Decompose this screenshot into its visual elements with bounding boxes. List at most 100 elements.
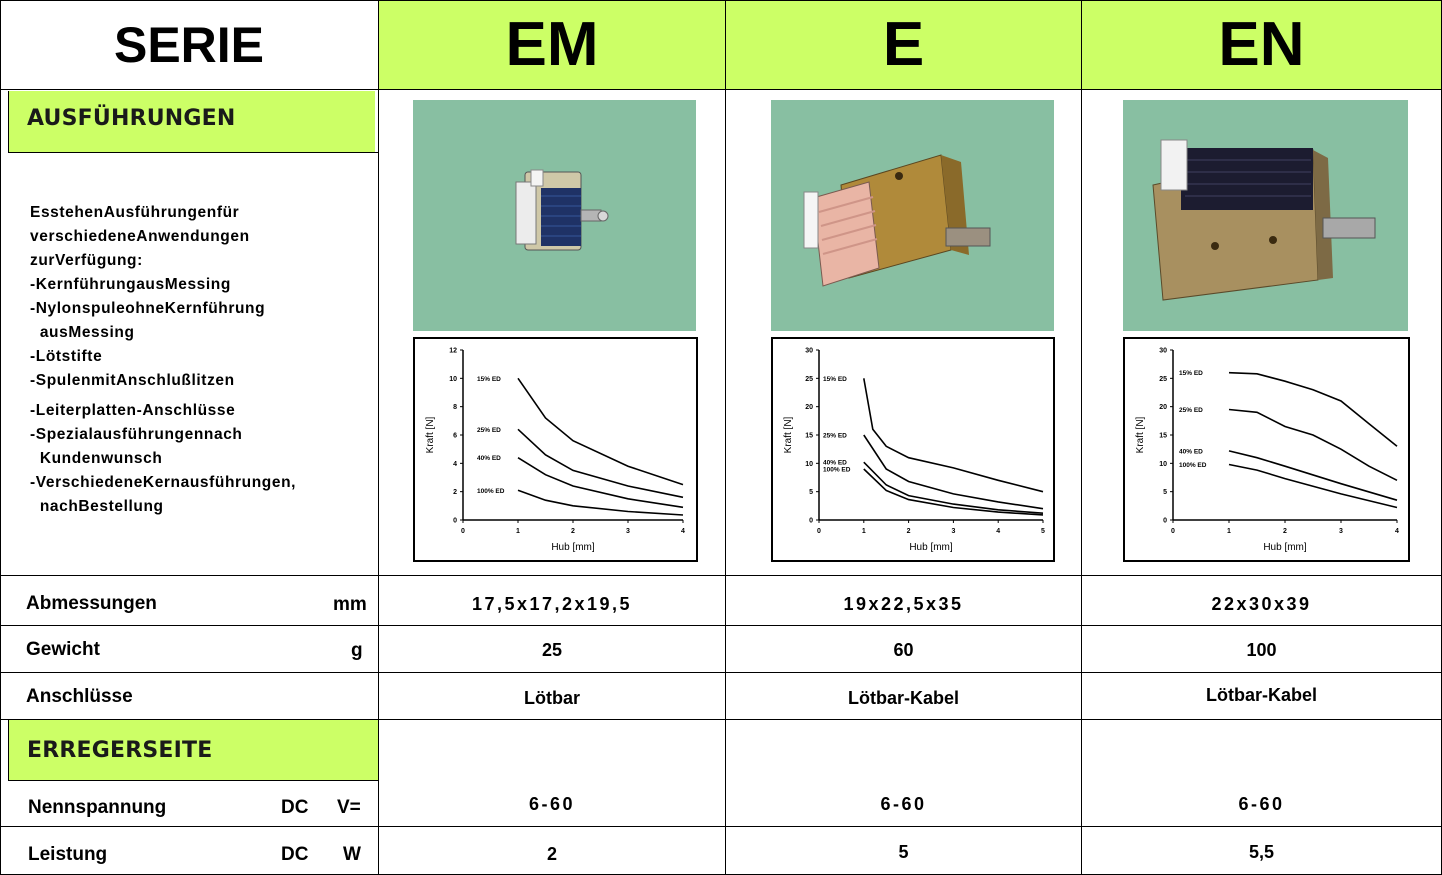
series-line [517, 428, 684, 499]
y-tick-label: 10 [1159, 461, 1167, 468]
product-photo-e [771, 100, 1054, 331]
y-tick-label: 5 [1163, 489, 1167, 496]
force-stroke-chart-em: 0 1 2 3 4 0 2 4 6 8 10 12 Hub [mm] Kraft [N] 15% ED 25%… [413, 337, 698, 562]
y-axis-label: Kraft [N] [1135, 416, 1146, 453]
series-label: 25% ED [1179, 407, 1203, 414]
weight-en: 100 [1246, 640, 1277, 660]
voltage-en: 6-60 [1238, 794, 1285, 814]
chart-e-svg: 0 1 2 3 4 5 0 5 10 15 20 25 30 Hub [mm] Kraft [N] 15% E… [783, 348, 1045, 554]
series-line [517, 377, 684, 486]
grid-line [0, 826, 1442, 827]
connections-e: Lötbar-Kabel [847, 688, 959, 708]
voltage-label: Nennspannung [28, 797, 167, 818]
description-line: Kundenwunsch [30, 450, 163, 467]
voltage-e: 6-60 [880, 794, 927, 814]
y-tick-label: 20 [1159, 404, 1167, 411]
power-label: Leistung [28, 844, 108, 865]
x-tick-label: 0 [817, 528, 821, 535]
connections-label: Anschlüsse [26, 686, 133, 707]
variants-section-label: AUSFÜHRUNGEN [27, 106, 236, 131]
x-tick-label: 2 [571, 528, 575, 535]
x-tick-label: 4 [996, 528, 1000, 535]
description-line: -Spezialausführungennach [30, 426, 243, 443]
grid-line [0, 575, 1442, 576]
y-tick-label: 4 [453, 461, 457, 468]
dimensions-en: 22x30x39 [1211, 594, 1312, 614]
series-label: 40% ED [477, 455, 501, 462]
y-tick-label: 8 [453, 404, 457, 411]
y-tick-label: 30 [805, 348, 813, 355]
y-tick-label: 0 [453, 518, 457, 525]
force-stroke-chart-e: 0 1 2 3 4 5 0 5 10 15 20 25 30 Hub [mm] Kraft [N] 15% E… [771, 337, 1055, 562]
connections-em: Lötbar [524, 688, 580, 708]
y-tick-label: 10 [449, 376, 457, 383]
weight-e: 60 [893, 640, 914, 660]
description-line: -KernführungausMessing [30, 276, 231, 293]
series-line [1228, 450, 1398, 501]
series-line [517, 489, 684, 516]
y-tick-label: 25 [1159, 376, 1167, 383]
column-title-en: EN [1218, 10, 1305, 79]
y-axis-label: Kraft [N] [783, 416, 794, 453]
description-line: -VerschiedeneKernausführungen, [30, 474, 297, 491]
grid-line [8, 152, 378, 153]
y-tick-label: 20 [805, 404, 813, 411]
product-photo-em [413, 100, 696, 331]
y-tick-label: 15 [1159, 433, 1167, 440]
description-line: -Leiterplatten-Anschlüsse [30, 402, 236, 419]
grid-line [725, 0, 726, 875]
x-axis-label: Hub [mm] [1263, 542, 1307, 553]
series-line [863, 434, 1044, 510]
y-axis-label: Kraft [N] [425, 416, 436, 453]
force-stroke-chart-en: 0 1 2 3 4 0 5 10 15 20 25 30 Hub [mm] Kraft [N] 15% ED… [1123, 337, 1410, 562]
exciter-section-label: ERREGERSEITE [27, 738, 213, 763]
x-tick-label: 0 [461, 528, 465, 535]
variants-section-cell [8, 91, 375, 152]
header-cell-em [379, 0, 725, 89]
x-axis-label: Hub [mm] [909, 542, 953, 553]
y-tick-label: 0 [1163, 518, 1167, 525]
voltage-em: 6-60 [528, 794, 576, 814]
series-label: 40% ED [1179, 448, 1203, 455]
solenoid-en-image [1152, 139, 1376, 301]
x-tick-label: 2 [1283, 528, 1287, 535]
series-label: 100% ED [1179, 462, 1207, 469]
variants-description: EsstehenAusführungenfür verschiedeneAnwen… [30, 201, 296, 519]
power-en: 5,5 [1248, 842, 1275, 862]
y-tick-label: 10 [805, 461, 813, 468]
series-label: 100% ED [477, 488, 505, 495]
x-tick-label: 1 [516, 528, 520, 535]
series-line [1228, 408, 1398, 482]
connections-en: Lötbar-Kabel [1205, 685, 1317, 705]
description-line: -SpulenmitAnschlußlitzen [30, 372, 235, 389]
description-line: verschiedeneAnwendungen [30, 228, 250, 245]
x-axis-label: Hub [mm] [551, 542, 595, 553]
exciter-section-cell [8, 720, 378, 780]
weight-unit: g [351, 640, 363, 661]
y-tick-label: 6 [453, 433, 457, 440]
grid-line [0, 0, 1442, 1]
y-tick-label: 15 [805, 433, 813, 440]
series-label: SERIE [113, 16, 265, 73]
weight-em: 25 [541, 640, 563, 660]
voltage-unit: V= [337, 797, 361, 818]
series-label: 15% ED [823, 376, 847, 383]
header-cell-e [726, 0, 1081, 89]
description-line: -NylonspuleohneKernführung [30, 300, 266, 317]
x-tick-label: 0 [1171, 528, 1175, 535]
grid-line [1081, 0, 1082, 875]
dimensions-em: 17,5x17,2x19,5 [471, 594, 633, 614]
series-label: 25% ED [477, 427, 501, 434]
description-line: -Lötstifte [30, 348, 103, 365]
weight-label: Gewicht [26, 639, 100, 660]
column-title-em: EM [505, 10, 599, 79]
power-unit-dc: DC [281, 844, 309, 865]
description-line: zurVerfügung: [30, 252, 143, 269]
grid-line [0, 719, 1442, 720]
dimensions-e: 19x22,5x35 [843, 594, 964, 614]
y-tick-label: 30 [1159, 348, 1167, 355]
x-tick-label: 4 [681, 528, 685, 535]
column-title-e: E [882, 10, 925, 79]
product-photo-en [1123, 100, 1408, 331]
